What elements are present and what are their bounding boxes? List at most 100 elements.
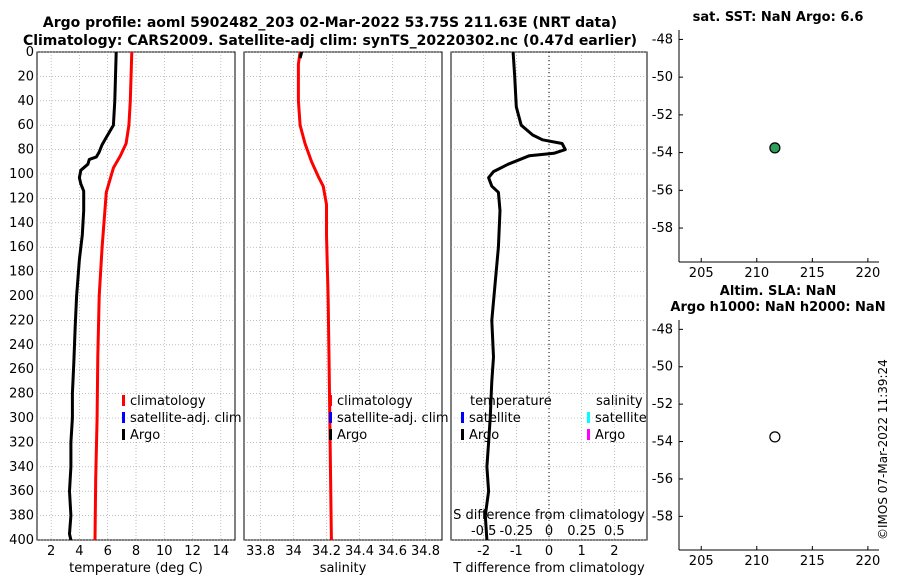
sst-location-y-tick-label: -52: [652, 108, 673, 123]
depth-tick-label: 160: [9, 240, 34, 255]
difference-x-tick-label: -1: [510, 544, 523, 559]
temperature-series-argo: [68, 51, 118, 541]
legend-label: satellite-adj. clim: [337, 411, 449, 426]
difference-series-t-difference-argo: [483, 51, 567, 541]
depth-tick-label: 360: [9, 484, 34, 499]
difference-x-tick-label: 2: [610, 544, 618, 559]
temperature-x-tick-label: 12: [184, 544, 201, 559]
salinity-x-tick-label: 34.8: [411, 544, 440, 559]
legend-swatch: [461, 412, 464, 423]
difference-legend-title-salinity: salinity: [596, 394, 643, 409]
legend-swatch: [329, 429, 332, 440]
sst-location-x-tick-label: 210: [744, 266, 769, 281]
legend-swatch: [122, 429, 125, 440]
altimetry-location-float-marker: [769, 431, 781, 443]
depth-tick-label: 0: [26, 45, 34, 60]
sst-location-x-tick-label: 215: [800, 266, 825, 281]
depth-tick-label: 240: [9, 338, 34, 353]
sst-location-x-tick-label: 220: [855, 266, 880, 281]
legend-swatch: [329, 412, 332, 423]
temperature-x-axis-label: temperature (deg C): [69, 561, 203, 576]
sst-location-float-marker: [769, 142, 781, 154]
difference-x-tick-label: 1: [578, 544, 586, 559]
altimetry-location-y-tick-label: -58: [652, 509, 673, 524]
legend-swatch: [329, 395, 332, 406]
altimetry-location-x-tick-label: 220: [855, 554, 880, 569]
temperature-x-tick-label: 4: [75, 544, 83, 559]
depth-tick-label: 60: [17, 118, 34, 133]
difference-top-tick-label: -0.5: [471, 524, 496, 539]
sst-location-y-tick-label: -58: [652, 221, 673, 236]
depth-tick-label: 40: [17, 94, 34, 109]
difference-x-tick-label: -2: [477, 544, 490, 559]
legend-label: satellite: [595, 411, 647, 426]
depth-tick-label: 100: [9, 167, 34, 182]
main-title-line1: Argo profile: aoml 5902482_203 02-Mar-20…: [42, 15, 618, 31]
depth-tick-label: 260: [9, 362, 34, 377]
salinity-x-tick-label: 34: [285, 544, 302, 559]
temperature-x-tick-label: 2: [47, 544, 55, 559]
legend-swatch: [122, 412, 125, 423]
panel-temperature: 0 20 40 60 80 100 120 140 160 180 200 220 240 260 280 3…: [9, 45, 236, 576]
difference-top-tick-label: 0.5: [604, 524, 625, 539]
salinity-series-argo: [298, 51, 304, 59]
salinity-x-tick-label: 34.4: [345, 544, 374, 559]
difference-x-axis-label: T difference from climatology: [452, 561, 645, 576]
salinity-x-axis-label: salinity: [320, 561, 367, 576]
panel-difference: -2 -1 0 1 2 T difference from climatology: [450, 51, 648, 576]
temperature-x-tick-label: 8: [132, 544, 140, 559]
salinity-x-tick-label: 34.2: [312, 544, 341, 559]
temperature-series-climatology: [93, 51, 134, 541]
depth-tick-label: 80: [17, 143, 34, 158]
sst-location-y-tick-label: -48: [652, 32, 673, 47]
panel-sst-location: -48 -50 -52 -54 -56 -58 205 210 215 220: [652, 30, 880, 281]
difference-legend-title-temperature: temperature: [470, 394, 552, 409]
sst-location-x-tick-label: 205: [689, 266, 714, 281]
legend-swatch: [587, 412, 590, 423]
altimetry-location-x-tick-label: 210: [744, 554, 769, 569]
difference-top-tick-label: 0.25: [567, 524, 596, 539]
altimetry-location-y-tick-label: -48: [652, 322, 673, 337]
altimetry-location-x-tick-label: 215: [800, 554, 825, 569]
panel-altimetry-location: -48 -50 -52 -54 -56 -58 205 210 215 220: [652, 320, 880, 569]
panel-salinity: 33.8 34 34.2 34.4 34.6 34.8 salinity: [243, 51, 443, 576]
altimetry-location-y-tick-label: -52: [652, 397, 673, 412]
temperature-x-tick-label: 14: [213, 544, 230, 559]
legend-swatch: [461, 429, 464, 440]
difference-top-tick-label: 0: [545, 524, 553, 539]
legend-label: Argo: [469, 428, 499, 443]
main-title-line2: Climatology: CARS2009. Satellite-adj cli…: [22, 33, 638, 49]
altimetry-location-y-tick-label: -56: [652, 472, 673, 487]
sst-location-y-tick-label: -50: [652, 70, 673, 85]
depth-tick-label: 140: [9, 216, 34, 231]
temperature-x-tick-label: 6: [104, 544, 112, 559]
depth-tick-label: 200: [9, 289, 34, 304]
difference-x-tick-label: 0: [545, 544, 553, 559]
temperature-x-tick-label: 10: [156, 544, 173, 559]
sst-location-y-tick-label: -54: [652, 146, 673, 161]
legend-label: Argo: [595, 428, 625, 443]
depth-tick-label: 380: [9, 509, 34, 524]
depth-tick-label: 400: [9, 533, 34, 548]
altimetry-location-x-tick-label: 205: [689, 554, 714, 569]
depth-tick-label: 220: [9, 313, 34, 328]
legend-label: Argo: [337, 428, 367, 443]
sst-panel-title: sat. SST: NaN Argo: 6.6: [692, 10, 864, 25]
legend-swatch: [587, 429, 590, 440]
depth-tick-label: 180: [9, 265, 34, 280]
depth-tick-label: 280: [9, 387, 34, 402]
salinity-x-tick-label: 33.8: [246, 544, 275, 559]
legend-label: climatology: [337, 394, 413, 409]
sst-location-y-tick-label: -56: [652, 183, 673, 198]
altimetry-location-y-tick-label: -50: [652, 360, 673, 375]
altimetry-title-line1: Altim. SLA: NaN: [719, 284, 837, 299]
altimetry-location-y-tick-label: -54: [652, 435, 673, 450]
legend-label: satellite-adj. clim: [130, 411, 242, 426]
altimetry-title-line2: Argo h1000: NaN h2000: NaN: [670, 300, 886, 315]
depth-tick-label: 340: [9, 460, 34, 475]
difference-top-axis-label: S difference from climatology: [453, 508, 645, 523]
legend-swatch: [122, 395, 125, 406]
depth-tick-label: 320: [9, 435, 34, 450]
legend-label: climatology: [130, 394, 206, 409]
